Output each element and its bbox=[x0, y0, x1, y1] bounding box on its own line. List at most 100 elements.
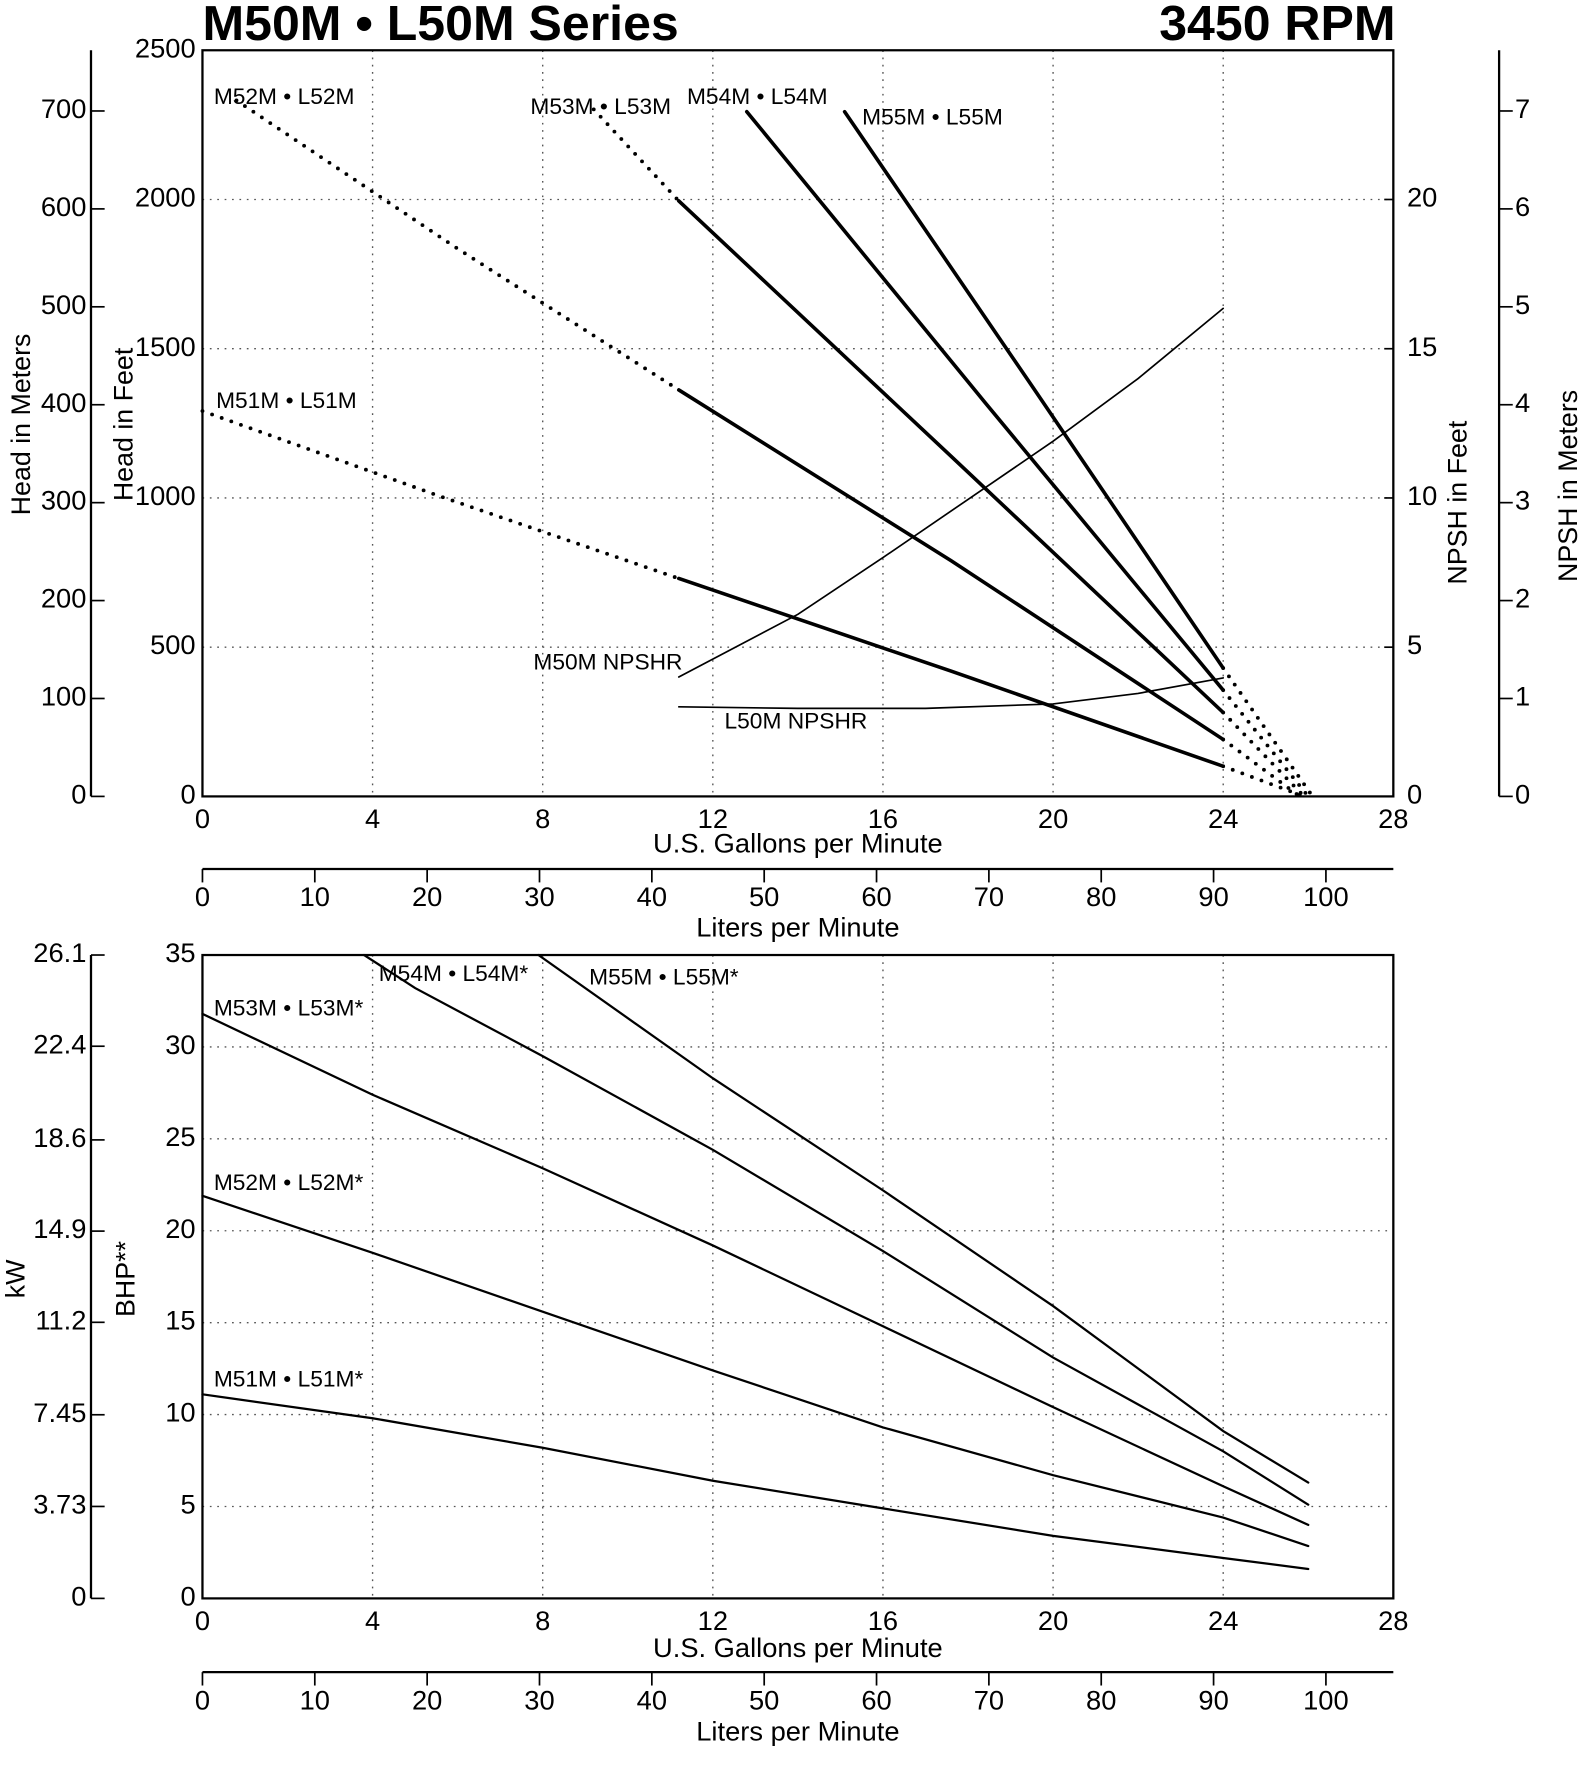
x2-tick-label: 50 bbox=[749, 882, 779, 912]
axis-tick-label: 22.4 bbox=[33, 1030, 86, 1060]
series-line bbox=[745, 109, 1225, 692]
x2-tick-label: 20 bbox=[412, 1686, 442, 1716]
x2-tick-label: 0 bbox=[195, 1686, 210, 1716]
y2-tick-label: 10 bbox=[1407, 481, 1437, 511]
axis-tick-label: 400 bbox=[41, 388, 87, 418]
y-tick-label: 0 bbox=[180, 780, 195, 810]
axis-tick-label: 0 bbox=[71, 1582, 86, 1612]
y-tick-label: 500 bbox=[150, 630, 196, 660]
y-tick-label: 1500 bbox=[135, 332, 196, 362]
axis-tick-label: 14.9 bbox=[33, 1214, 86, 1244]
x-tick-label: 20 bbox=[1038, 804, 1068, 834]
axis-tick-label: 700 bbox=[41, 94, 87, 124]
x-tick-label: 24 bbox=[1208, 1606, 1238, 1636]
series-line bbox=[537, 953, 1310, 1484]
series-line bbox=[201, 1393, 1310, 1571]
x-tick-label: 4 bbox=[365, 804, 380, 834]
axis-tick-label: 26.1 bbox=[33, 938, 86, 968]
x-tick-label: 16 bbox=[868, 1606, 898, 1636]
x-tick-label: 4 bbox=[365, 1606, 380, 1636]
y2-axis-label: NPSH in Feet bbox=[1442, 420, 1472, 584]
x-tick-label: 0 bbox=[195, 804, 210, 834]
x2-tick-label: 100 bbox=[1303, 882, 1349, 912]
y-tick-label: 2500 bbox=[135, 34, 196, 64]
axis-tick-label: 3.73 bbox=[33, 1490, 86, 1520]
y-tick-label: 30 bbox=[165, 1030, 195, 1060]
series-line bbox=[677, 307, 1225, 678]
x2-tick-label: 20 bbox=[412, 882, 442, 912]
x2-tick-label: 30 bbox=[524, 882, 554, 912]
x-tick-label: 12 bbox=[698, 804, 728, 834]
x2-tick-label: 60 bbox=[861, 882, 891, 912]
axis-tick-label: 100 bbox=[41, 682, 87, 712]
axis-tick-label: 2 bbox=[1515, 584, 1530, 614]
x-tick-label: 28 bbox=[1378, 804, 1408, 834]
axis-tick-label: 500 bbox=[41, 290, 87, 320]
x-tick-label: 24 bbox=[1208, 804, 1238, 834]
axis-tick-label: 18.6 bbox=[33, 1123, 86, 1153]
series-line bbox=[842, 109, 1225, 670]
axis-label: kW bbox=[0, 1259, 30, 1298]
y-tick-label: 35 bbox=[165, 938, 195, 968]
axis-tick-label: 11.2 bbox=[35, 1306, 86, 1336]
x2-tick-label: 40 bbox=[637, 1686, 667, 1716]
plot-frame bbox=[201, 49, 1395, 798]
x-tick-label: 20 bbox=[1038, 1606, 1068, 1636]
x2-tick-label: 80 bbox=[1086, 882, 1116, 912]
series-line bbox=[676, 199, 1225, 715]
y-axis-label: BHP** bbox=[110, 1240, 140, 1316]
curve-label: M54M • L54M bbox=[687, 84, 828, 109]
x2-tick-label: 80 bbox=[1086, 1686, 1116, 1716]
axis-tick-label: 1 bbox=[1515, 682, 1530, 712]
x-tick-label: 12 bbox=[698, 1606, 728, 1636]
y-tick-label: 2000 bbox=[135, 183, 196, 213]
axis-tick-label: 600 bbox=[41, 192, 87, 222]
x2-tick-label: 30 bbox=[524, 1686, 554, 1716]
curve-label: M51M • L51M bbox=[216, 388, 357, 413]
axis-tick-label: 200 bbox=[41, 584, 87, 614]
series-line bbox=[676, 388, 1225, 742]
x2-tick-label: 90 bbox=[1198, 882, 1228, 912]
y2-tick-label: 15 bbox=[1407, 332, 1437, 362]
y-tick-label: 1000 bbox=[135, 481, 196, 511]
series-line bbox=[1221, 737, 1302, 799]
series-line bbox=[591, 107, 681, 203]
curve-label: M55M • L55M* bbox=[589, 965, 739, 990]
curve-label: M53M • L53M* bbox=[214, 996, 364, 1021]
x2-tick-label: 10 bbox=[300, 882, 330, 912]
x-tick-label: 16 bbox=[868, 804, 898, 834]
axis-tick-label: 300 bbox=[41, 486, 87, 516]
curve-label: M52M • L52M* bbox=[214, 1170, 364, 1195]
curve-label: M54M • L54M* bbox=[379, 961, 529, 986]
y-tick-label: 20 bbox=[165, 1214, 195, 1244]
series-line bbox=[677, 677, 1225, 710]
curve-label: M53M • L53M bbox=[530, 94, 671, 119]
axis-tick-label: 3 bbox=[1515, 486, 1530, 516]
y-axis-label: Head in Feet bbox=[108, 347, 138, 501]
chart-title: M50M • L50M Series bbox=[202, 0, 678, 51]
y-tick-label: 10 bbox=[165, 1398, 195, 1428]
y2-tick-label: 5 bbox=[1407, 630, 1422, 660]
series-line bbox=[362, 953, 1310, 1506]
y-tick-label: 15 bbox=[165, 1306, 195, 1336]
curve-label: M55M • L55M bbox=[862, 104, 1003, 129]
x-axis-label: U.S. Gallons per Minute bbox=[653, 829, 943, 859]
x-tick-label: 8 bbox=[535, 1606, 550, 1636]
x-tick-label: 0 bbox=[195, 1606, 210, 1636]
x2-axis-label: Liters per Minute bbox=[696, 913, 899, 943]
axis-tick-label: 7.45 bbox=[33, 1398, 86, 1428]
series-line bbox=[234, 98, 681, 392]
series-line bbox=[676, 576, 1225, 769]
x2-tick-label: 90 bbox=[1198, 1686, 1228, 1716]
axis-label: Head in Meters bbox=[6, 334, 36, 516]
series-line bbox=[1221, 764, 1306, 799]
x2-tick-label: 0 bbox=[195, 882, 210, 912]
x-axis-label: U.S. Gallons per Minute bbox=[653, 1633, 943, 1663]
x2-axis-label: Liters per Minute bbox=[696, 1717, 899, 1747]
x-tick-label: 8 bbox=[535, 804, 550, 834]
x2-tick-label: 100 bbox=[1303, 1686, 1349, 1716]
series-line bbox=[1221, 710, 1306, 799]
x2-tick-label: 70 bbox=[974, 1686, 1004, 1716]
